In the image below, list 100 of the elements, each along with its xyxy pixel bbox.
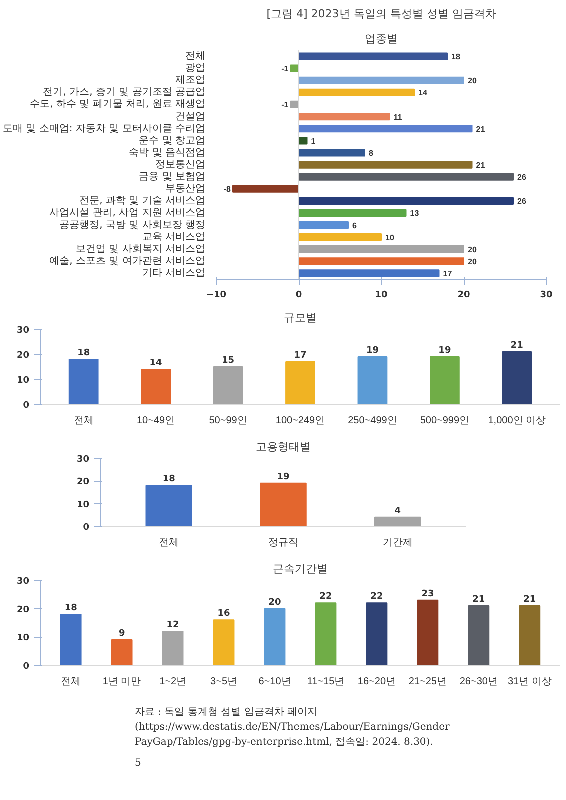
data-label: 17 xyxy=(294,351,307,361)
bar xyxy=(162,631,184,666)
y-tick-label: 0 xyxy=(23,662,30,672)
x-tick-label: 500~999인 xyxy=(420,416,470,426)
x-tick-label: 10~49인 xyxy=(137,416,176,426)
y-tick-label: 교육 서비스업 xyxy=(142,232,206,243)
data-label: -1 xyxy=(282,100,290,110)
bar xyxy=(298,149,366,157)
y-tick-label: 제조업 xyxy=(176,75,206,86)
y-tick-label: 공공행정, 국방 및 사회보장 행정 xyxy=(60,220,206,231)
data-label: 18 xyxy=(162,474,176,485)
data-label: 1 xyxy=(311,136,316,146)
y-tick-label: 보건업 및 사회복지 서비스업 xyxy=(76,244,206,255)
x-tick-label: 16~20년 xyxy=(358,676,396,688)
y-tick-label: 건설업 xyxy=(176,111,206,122)
y-tick-label: 예술, 스포츠 및 여가관련 서비스업 xyxy=(50,256,206,267)
data-label: -1 xyxy=(282,64,290,74)
y-tick-label: 0 xyxy=(83,523,90,533)
data-label: 21 xyxy=(524,595,536,605)
x-tick-label: 기간제 xyxy=(382,538,413,548)
y-tick-label: 수도, 하수 및 폐기물 처리, 원료 재생업 xyxy=(30,99,206,110)
x-tick-label: 1,000인 이상 xyxy=(488,416,546,426)
data-label: 20 xyxy=(268,598,282,608)
bar xyxy=(298,221,349,230)
data-label: 17 xyxy=(443,269,453,278)
data-label: 19 xyxy=(277,472,290,482)
bar xyxy=(468,606,490,666)
data-label: 14 xyxy=(150,358,162,368)
data-label: 6 xyxy=(352,221,358,230)
y-tick-label: 숙박 및 음식점업 xyxy=(129,147,206,158)
y-tick-label: 도매 및 소매업: 자동차 및 모터사이클 수리업 xyxy=(3,123,206,134)
bar xyxy=(298,52,448,60)
y-tick-label: 광업 xyxy=(186,63,206,74)
data-label: 16 xyxy=(218,609,230,620)
x-tick-label: 26~30년 xyxy=(460,676,498,688)
x-tick-label: 전체 xyxy=(61,676,82,688)
bar xyxy=(68,359,99,404)
bar xyxy=(298,209,407,218)
y-tick-label: 20 xyxy=(16,605,30,616)
y-tick-label: 10 xyxy=(16,634,30,644)
y-tick-label: 30 xyxy=(16,577,30,587)
x-tick-label: 10 xyxy=(375,290,388,300)
data-label: 22 xyxy=(320,592,332,602)
y-tick-label: 운수 및 창고업 xyxy=(139,135,206,146)
x-tick-label: 3~5년 xyxy=(210,676,238,688)
y-tick-label: 전문, 과학 및 기술 서비스업 xyxy=(80,196,206,207)
x-tick-label: 6~10년 xyxy=(258,676,292,688)
data-label: 21 xyxy=(476,161,486,170)
y-tick-label: 20 xyxy=(76,478,90,488)
bar xyxy=(232,185,300,193)
y-tick-label: 전체 xyxy=(186,51,206,62)
data-label: 8 xyxy=(369,148,374,158)
bar xyxy=(315,602,337,666)
bar xyxy=(146,485,192,526)
chart-subtitle: 업종별 xyxy=(365,32,398,46)
bar xyxy=(417,600,439,666)
x-tick-label: 11~15년 xyxy=(307,676,345,688)
bar xyxy=(298,125,473,133)
bar xyxy=(519,606,541,666)
x-tick-label: 21~25년 xyxy=(408,676,447,688)
bar xyxy=(298,197,514,205)
y-tick-label: 금융 및 보험업 xyxy=(139,172,206,183)
bar xyxy=(298,137,308,145)
bar xyxy=(374,516,422,526)
x-tick-label: 30 xyxy=(540,290,553,300)
data-label: 20 xyxy=(468,76,478,86)
y-tick-label: 20 xyxy=(16,351,30,361)
bar xyxy=(298,161,473,169)
x-tick-label: −10 xyxy=(206,290,227,300)
data-label: 18 xyxy=(64,604,78,614)
data-label: 19 xyxy=(438,346,452,356)
data-label: 21 xyxy=(472,595,486,605)
bar xyxy=(141,369,171,404)
data-label: 21 xyxy=(510,341,524,351)
chart-title: 규모별 xyxy=(284,312,317,324)
bar xyxy=(298,112,390,121)
x-tick-label: 정규직 xyxy=(268,538,298,548)
chart-title: 고용형태별 xyxy=(256,440,311,454)
bar xyxy=(298,173,514,181)
bar xyxy=(60,614,82,666)
bar xyxy=(502,352,532,404)
x-tick-label: 100~249인 xyxy=(276,416,326,426)
x-tick-label: 1~2년 xyxy=(160,676,187,688)
chart-title: 근속기간별 xyxy=(273,562,328,576)
y-tick-label: 사업시설 관리, 사업 지원 서비스업 xyxy=(50,208,206,219)
data-label: 15 xyxy=(222,356,235,366)
bar xyxy=(298,246,464,254)
data-label: 9 xyxy=(118,629,126,639)
bar xyxy=(286,362,316,404)
x-tick-label: 0 xyxy=(296,290,302,300)
data-label: 20 xyxy=(468,257,478,266)
bar xyxy=(213,620,235,666)
data-label: 11 xyxy=(394,112,403,122)
bar xyxy=(260,482,307,526)
x-tick-label: 250~499인 xyxy=(348,416,398,426)
data-label: 21 xyxy=(476,124,486,134)
y-tick-label: 0 xyxy=(23,401,30,411)
bar xyxy=(264,608,286,666)
chart-title: [그림 4] 2023년 독일의 특성별 성별 임금격차 xyxy=(266,8,496,20)
text: 자료 : 독일 통계청 성별 임금격차 페이지(https://www.destatis.de/EN/Themes/Labour/Earnings/Gender PayGap/Tables/gpg-by-enterprise.html, 접속일: 2024. 8.30). xyxy=(135,706,451,750)
